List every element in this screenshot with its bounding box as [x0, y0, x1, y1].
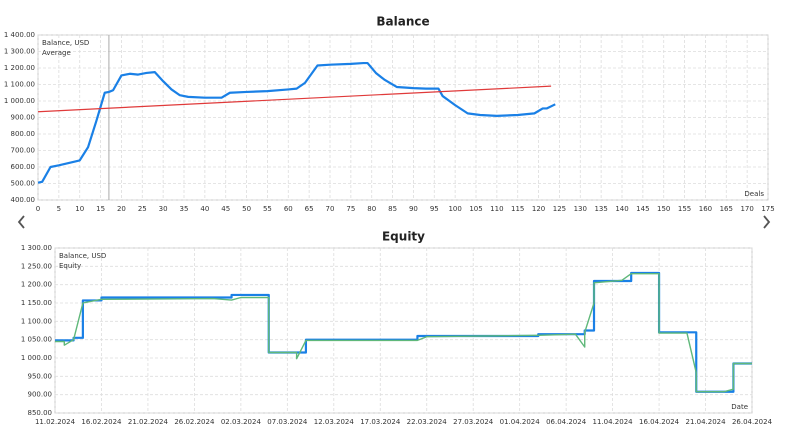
x-tick-label: 65 [305, 205, 314, 213]
x-tick-label: 30 [159, 205, 168, 213]
x-tick-label: 01.04.2024 [500, 418, 541, 426]
x-tick-label: 17.03.2024 [360, 418, 401, 426]
x-tick-label: 160 [699, 205, 712, 213]
x-tick-label: 90 [409, 205, 418, 213]
x-tick-label: 55 [263, 205, 272, 213]
x-tick-label: 26.04.2024 [732, 418, 773, 426]
y-tick-label: 1 250.00 [21, 262, 52, 270]
x-tick-label: 130 [574, 205, 587, 213]
y-tick-label: 1 100.00 [21, 317, 52, 325]
x-tick-label: 140 [615, 205, 628, 213]
x-tick-label: 20 [117, 205, 126, 213]
x-tick-label: 21.04.2024 [685, 418, 726, 426]
x-tick-label: 75 [346, 205, 355, 213]
x-tick-label: 12.03.2024 [314, 418, 355, 426]
x-tick-label: 115 [511, 205, 524, 213]
chart-title: Balance [376, 15, 429, 29]
y-tick-label: 1 000.00 [4, 97, 35, 105]
x-tick-label: 21.02.2024 [128, 418, 169, 426]
x-tick-label: 100 [448, 205, 461, 213]
x-tick-label: 26.02.2024 [174, 418, 215, 426]
legend-label: Balance, USD [59, 252, 106, 260]
x-tick-label: 10 [75, 205, 84, 213]
y-tick-label: 1 200.00 [21, 281, 52, 289]
x-tick-label: 06.04.2024 [546, 418, 587, 426]
x-tick-label: 145 [636, 205, 649, 213]
chart-title: Equity [382, 230, 425, 244]
y-tick-label: 1 000.00 [21, 354, 52, 362]
legend-label: Equity [59, 262, 81, 270]
y-tick-label: 600.00 [11, 163, 36, 171]
legend-label: Average [42, 49, 71, 57]
y-tick-label: 1 050.00 [21, 336, 52, 344]
x-tick-label: 07.03.2024 [267, 418, 308, 426]
x-tick-label: 105 [469, 205, 482, 213]
y-tick-label: 700.00 [11, 147, 36, 155]
series-line [37, 85, 552, 113]
x-tick-label: 45 [221, 205, 230, 213]
x-tick-label: 150 [657, 205, 670, 213]
y-tick-label: 400.00 [11, 196, 36, 204]
y-tick-label: 850.00 [28, 409, 53, 417]
legend-label: Balance, USD [42, 39, 89, 47]
x-tick-label: 155 [678, 205, 691, 213]
x-tick-label: 27.03.2024 [453, 418, 494, 426]
next-arrow[interactable] [763, 215, 771, 229]
y-tick-label: 1 100.00 [4, 81, 35, 89]
x-tick-label: 50 [242, 205, 251, 213]
x-tick-label: 165 [720, 205, 733, 213]
y-tick-label: 800.00 [11, 130, 36, 138]
x-tick-label: 120 [532, 205, 545, 213]
x-tick-label: 16.02.2024 [81, 418, 122, 426]
series-line [37, 61, 556, 184]
y-tick-label: 1 300.00 [21, 244, 52, 252]
x-axis-label: Date [731, 403, 748, 411]
x-tick-label: 125 [553, 205, 566, 213]
x-tick-label: 80 [367, 205, 376, 213]
x-tick-label: 22.03.2024 [407, 418, 448, 426]
x-tick-label: 40 [200, 205, 209, 213]
x-tick-label: 170 [740, 205, 753, 213]
x-tick-label: 11.04.2024 [593, 418, 634, 426]
y-tick-label: 1 300.00 [4, 48, 35, 56]
x-tick-label: 16.04.2024 [639, 418, 680, 426]
x-tick-label: 5 [57, 205, 61, 213]
x-tick-label: 95 [430, 205, 439, 213]
y-tick-label: 1 150.00 [21, 299, 52, 307]
x-tick-label: 15 [96, 205, 105, 213]
y-tick-label: 1 200.00 [4, 64, 35, 72]
x-tick-label: 70 [326, 205, 335, 213]
x-tick-label: 60 [284, 205, 293, 213]
x-tick-label: 110 [490, 205, 503, 213]
x-tick-label: 175 [761, 205, 774, 213]
x-tick-label: 11.02.2024 [35, 418, 76, 426]
y-tick-label: 500.00 [11, 180, 36, 188]
x-tick-label: 85 [388, 205, 397, 213]
y-tick-label: 950.00 [28, 372, 53, 380]
y-tick-label: 900.00 [28, 391, 53, 399]
prev-arrow[interactable] [17, 215, 25, 229]
y-tick-label: 1 400.00 [4, 31, 35, 39]
x-tick-label: 25 [138, 205, 147, 213]
series-line [55, 271, 752, 393]
y-tick-label: 900.00 [11, 114, 36, 122]
series-line [55, 272, 752, 393]
x-tick-label: 02.03.2024 [221, 418, 262, 426]
x-tick-label: 0 [36, 205, 40, 213]
x-tick-label: 135 [594, 205, 607, 213]
x-axis-label: Deals [744, 190, 764, 198]
x-tick-label: 35 [180, 205, 189, 213]
